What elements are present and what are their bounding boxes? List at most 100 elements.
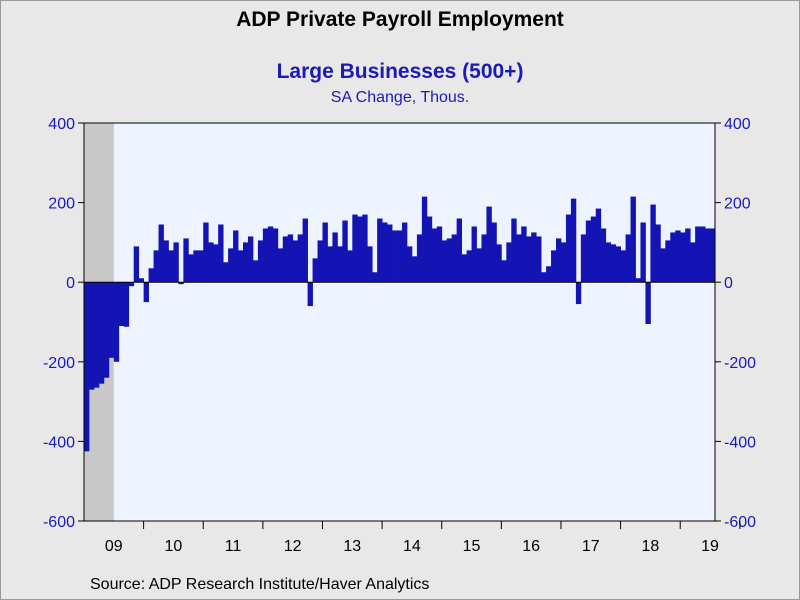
bar bbox=[203, 222, 209, 283]
bar bbox=[570, 198, 577, 283]
bar bbox=[108, 282, 115, 358]
bar bbox=[322, 222, 328, 283]
x-tick-label: 09 bbox=[105, 538, 123, 555]
bar bbox=[292, 240, 299, 283]
bar bbox=[302, 218, 308, 283]
bar bbox=[675, 230, 681, 283]
bar bbox=[496, 244, 502, 283]
plot-area bbox=[84, 123, 715, 521]
bar bbox=[546, 266, 552, 283]
bar bbox=[471, 226, 477, 283]
bar bbox=[556, 238, 562, 283]
bar bbox=[580, 234, 587, 283]
bar bbox=[128, 282, 135, 287]
bar bbox=[650, 204, 656, 283]
bar bbox=[630, 196, 636, 283]
bar bbox=[183, 238, 189, 283]
bar bbox=[456, 218, 463, 283]
x-tick-label: 10 bbox=[165, 538, 183, 555]
bar bbox=[238, 250, 244, 283]
x-tick-label: 16 bbox=[522, 538, 540, 555]
bar bbox=[506, 242, 512, 283]
bar bbox=[387, 224, 393, 283]
bar bbox=[228, 248, 234, 283]
bar bbox=[118, 282, 125, 326]
bar bbox=[287, 234, 294, 283]
bar bbox=[680, 232, 686, 283]
bar bbox=[372, 272, 378, 283]
bar bbox=[476, 248, 482, 283]
bar bbox=[282, 236, 289, 283]
bar bbox=[541, 272, 547, 283]
bar bbox=[685, 228, 691, 283]
bar bbox=[158, 224, 164, 283]
bar bbox=[233, 230, 239, 283]
bar bbox=[441, 240, 448, 283]
bar bbox=[357, 216, 363, 283]
bar bbox=[615, 246, 621, 283]
bar bbox=[173, 242, 179, 283]
chart-units: SA Change, Thous. bbox=[330, 89, 470, 106]
bar bbox=[208, 242, 214, 283]
x-tick-label: 13 bbox=[343, 538, 361, 555]
bar bbox=[218, 224, 224, 283]
bar bbox=[163, 240, 169, 283]
bar bbox=[655, 224, 661, 283]
bar bbox=[690, 242, 696, 283]
bar bbox=[536, 236, 542, 283]
bar bbox=[84, 282, 90, 452]
bar bbox=[660, 248, 666, 283]
bar bbox=[565, 214, 572, 283]
y-tick-label-right: -400 bbox=[724, 434, 756, 451]
x-tick-label: 12 bbox=[284, 538, 302, 555]
bar bbox=[526, 236, 532, 283]
x-tick-label: 17 bbox=[582, 538, 600, 555]
bar bbox=[377, 218, 383, 283]
y-tick-label-left: 400 bbox=[48, 116, 75, 133]
bar bbox=[431, 228, 438, 283]
bar bbox=[297, 234, 304, 283]
bar bbox=[262, 228, 269, 283]
bar bbox=[511, 218, 517, 283]
bar bbox=[113, 282, 120, 362]
bar bbox=[213, 244, 219, 283]
bar bbox=[625, 234, 631, 283]
bar bbox=[277, 248, 284, 283]
bar bbox=[481, 234, 487, 283]
bar bbox=[585, 220, 592, 283]
bar bbox=[103, 282, 110, 378]
bar bbox=[605, 242, 612, 283]
bar bbox=[446, 238, 453, 283]
bar bbox=[521, 226, 527, 283]
bar bbox=[590, 216, 597, 283]
bar bbox=[247, 236, 254, 283]
bar bbox=[342, 220, 348, 283]
bar bbox=[486, 206, 492, 283]
bar bbox=[575, 282, 582, 305]
bar bbox=[421, 196, 428, 283]
y-tick-label-right: -200 bbox=[724, 355, 756, 372]
bar bbox=[153, 250, 159, 283]
bar bbox=[198, 250, 204, 283]
bar bbox=[327, 246, 333, 283]
bar bbox=[178, 282, 184, 285]
bar bbox=[466, 250, 472, 283]
x-tick-label: 14 bbox=[403, 538, 421, 555]
bar bbox=[670, 232, 676, 283]
bar bbox=[307, 282, 313, 307]
bar bbox=[397, 230, 403, 283]
bar bbox=[193, 250, 199, 283]
y-tick-label-left: 200 bbox=[48, 196, 75, 213]
bar bbox=[188, 254, 194, 283]
x-tick-label: 15 bbox=[463, 538, 481, 555]
bar bbox=[416, 234, 423, 283]
x-tick-label: 11 bbox=[225, 538, 242, 555]
bar bbox=[88, 282, 95, 390]
y-tick-label-right: 400 bbox=[724, 116, 751, 133]
chart-title: ADP Private Payroll Employment bbox=[236, 8, 564, 31]
bar bbox=[223, 262, 229, 283]
bar bbox=[133, 246, 140, 283]
bar bbox=[695, 226, 701, 283]
bar bbox=[317, 240, 323, 283]
